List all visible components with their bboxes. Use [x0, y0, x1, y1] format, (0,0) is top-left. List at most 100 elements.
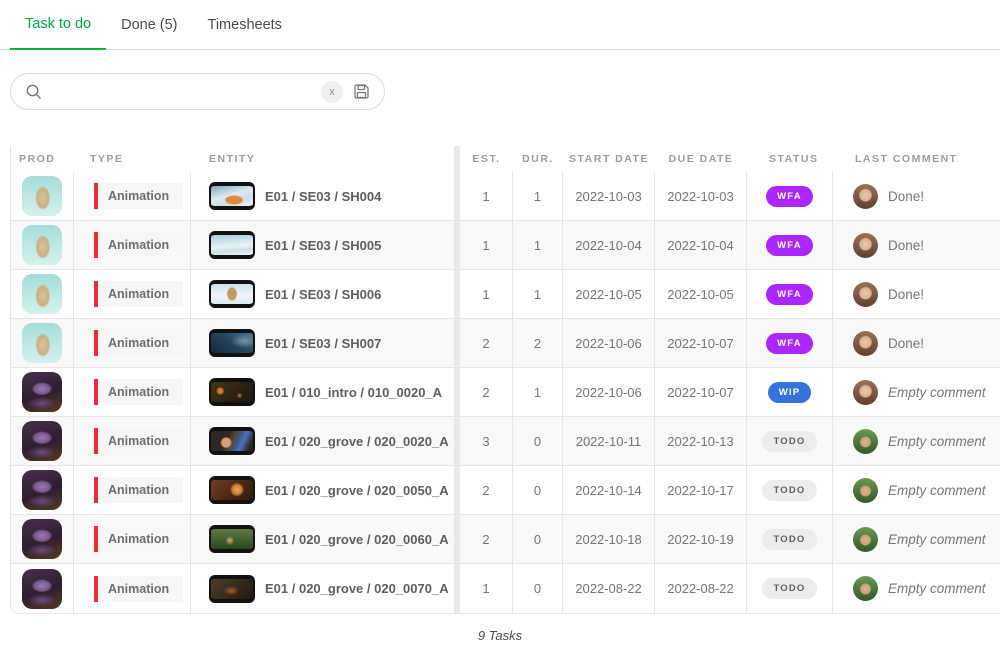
tasks-table: PROD TYPE ENTITY EST. DUR. START DATE DU…: [10, 146, 1000, 614]
last-comment-text: Empty comment: [888, 433, 986, 449]
task-type-badge: Animation: [94, 281, 184, 307]
estimation-cell: 2: [460, 515, 513, 563]
last-comment-text: Empty comment: [888, 384, 986, 400]
tab-timesheets[interactable]: Timesheets: [207, 16, 282, 33]
table-row[interactable]: Animation E01 / 020_grove / 020_0050_A 2…: [11, 466, 1000, 515]
task-type-label: Animation: [108, 532, 170, 546]
entity-thumbnail: [209, 378, 255, 406]
duration-cell: 1: [513, 270, 563, 318]
start-date-cell: 2022-10-03: [563, 172, 655, 220]
production-avatar: [22, 274, 62, 314]
production-avatar: [22, 372, 62, 412]
duration-cell: 2: [513, 319, 563, 367]
status-badge: WFA: [766, 332, 813, 354]
task-type-label: Animation: [108, 434, 170, 448]
search-input[interactable]: [51, 83, 313, 100]
task-type-label: Animation: [108, 385, 170, 399]
column-header-last-comment: LAST COMMENT: [855, 153, 958, 165]
entity-thumbnail: [209, 574, 255, 603]
task-type-label: Animation: [108, 287, 170, 301]
column-header-estimation: EST.: [472, 153, 501, 165]
search-area: x: [10, 73, 990, 110]
estimation-cell: 2: [460, 368, 513, 416]
column-header-duration: DUR.: [522, 153, 554, 165]
status-badge: TODO: [762, 528, 817, 550]
table-row[interactable]: Animation E01 / SE03 / SH004 1 1 2022-10…: [11, 172, 1000, 221]
column-header-prod: PROD: [19, 153, 56, 165]
commenter-avatar: [853, 330, 878, 356]
task-count: 9 Tasks: [477, 628, 523, 643]
task-type-badge: Animation: [94, 477, 184, 503]
entity-name: E01 / 010_intro / 010_0020_A: [265, 384, 443, 400]
last-comment-text: Done!: [888, 286, 925, 302]
due-date-cell: 2022-10-19: [655, 515, 747, 563]
due-date-cell: 2022-10-13: [655, 417, 747, 465]
start-date-cell: 2022-10-06: [563, 368, 655, 416]
frozen-column-divider: [454, 515, 460, 563]
save-search-button[interactable]: [351, 83, 372, 100]
due-date-cell: 2022-10-07: [655, 368, 747, 416]
table-row[interactable]: Animation E01 / SE03 / SH005 1 1 2022-10…: [11, 221, 1000, 270]
production-avatar: [22, 225, 62, 265]
last-comment-text: Done!: [888, 188, 925, 204]
tab-done[interactable]: Done (5): [121, 16, 178, 33]
commenter-avatar: [853, 232, 878, 258]
entity-thumbnail: [209, 231, 255, 259]
last-comment-text: Done!: [888, 335, 925, 351]
table-row[interactable]: Animation E01 / SE03 / SH007 2 2 2022-10…: [11, 319, 1000, 368]
table-row[interactable]: Animation E01 / 020_grove / 020_0070_A 1…: [11, 564, 1000, 613]
entity-thumbnail: [209, 329, 255, 357]
table-row[interactable]: Animation E01 / 010_intro / 010_0020_A 2…: [11, 368, 1000, 417]
commenter-avatar: [853, 526, 878, 552]
entity-name: E01 / 020_grove / 020_0050_A: [265, 482, 449, 498]
table-row[interactable]: Animation E01 / SE03 / SH006 1 1 2022-10…: [11, 270, 1000, 319]
duration-cell: 1: [513, 172, 563, 220]
due-date-cell: 2022-10-05: [655, 270, 747, 318]
task-type-label: Animation: [108, 336, 170, 350]
start-date-cell: 2022-10-06: [563, 319, 655, 367]
task-type-badge: Animation: [94, 232, 184, 258]
table-row[interactable]: Animation E01 / 020_grove / 020_0020_A 3…: [11, 417, 1000, 466]
entity-name: E01 / 020_grove / 020_0070_A: [265, 581, 449, 596]
task-type-badge: Animation: [94, 575, 184, 602]
last-comment-text: Done!: [888, 237, 925, 253]
entity-name: E01 / 020_grove / 020_0020_A: [265, 433, 449, 449]
entity-thumbnail: [209, 280, 255, 308]
start-date-cell: 2022-10-18: [563, 515, 655, 563]
start-date-cell: 2022-10-14: [563, 466, 655, 514]
frozen-column-divider: [454, 466, 460, 514]
column-header-start-date: START DATE: [569, 153, 649, 165]
start-date-cell: 2022-10-11: [563, 417, 655, 465]
entity-name: E01 / 020_grove / 020_0060_A: [265, 531, 449, 547]
search-icon: [25, 83, 43, 101]
task-type-badge: Animation: [94, 428, 184, 454]
last-comment-text: Empty comment: [888, 531, 986, 547]
status-badge: WIP: [767, 381, 812, 403]
frozen-column-divider: [454, 319, 460, 367]
entity-name: E01 / SE03 / SH007: [265, 335, 382, 351]
due-date-cell: 2022-08-22: [655, 564, 747, 613]
entity-thumbnail: [209, 476, 255, 504]
tab-bar: Task to do Done (5) Timesheets: [0, 0, 1000, 50]
commenter-avatar: [853, 428, 878, 454]
status-badge: TODO: [762, 430, 817, 452]
duration-cell: 0: [513, 417, 563, 465]
production-avatar: [22, 470, 62, 510]
estimation-cell: 1: [460, 270, 513, 318]
tab-task-to-do[interactable]: Task to do: [10, 0, 107, 50]
table-header-row: PROD TYPE ENTITY EST. DUR. START DATE DU…: [11, 146, 1000, 172]
frozen-column-divider: [454, 221, 460, 269]
status-badge: WFA: [766, 234, 813, 256]
duration-cell: 1: [513, 368, 563, 416]
due-date-cell: 2022-10-07: [655, 319, 747, 367]
commenter-avatar: [853, 576, 878, 601]
clear-search-button[interactable]: x: [321, 80, 343, 103]
start-date-cell: 2022-10-05: [563, 270, 655, 318]
table-row[interactable]: Animation E01 / 020_grove / 020_0060_A 2…: [11, 515, 1000, 564]
commenter-avatar: [853, 477, 878, 503]
table-body: Animation E01 / SE03 / SH004 1 1 2022-10…: [11, 172, 1000, 613]
frozen-column-divider: [454, 417, 460, 465]
last-comment-text: Empty comment: [888, 581, 986, 596]
commenter-avatar: [853, 183, 878, 209]
duration-cell: 1: [513, 221, 563, 269]
